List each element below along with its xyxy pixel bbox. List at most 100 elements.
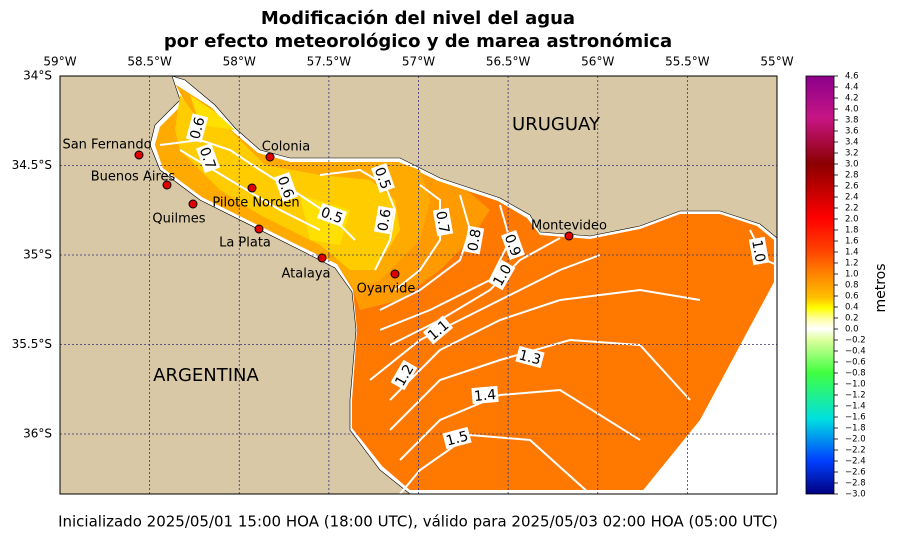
- contour-label-bg: [501, 230, 525, 260]
- colorbar-tick-label: 0.6: [845, 292, 859, 302]
- contour-label: 1.0: [748, 236, 770, 266]
- place-label: La Plata: [219, 236, 271, 251]
- colorbar-tick-label: 2.4: [845, 193, 859, 203]
- colorbar-tick-label: 0.2: [845, 314, 859, 324]
- colorbar-tick-label: −1.0: [845, 380, 866, 390]
- lat-tick-label: 35.5°S: [12, 337, 52, 351]
- contour-label-bg: [390, 359, 418, 391]
- lon-tick-label: 55.5°W: [665, 55, 710, 69]
- colorbar-tick-label: −1.8: [845, 424, 866, 434]
- place-label: Oyarvide: [357, 282, 416, 297]
- colorbar-tick-label: −1.2: [845, 391, 866, 401]
- contour-label: 0.5: [317, 203, 347, 228]
- lon-tick-label: 58.5°W: [127, 55, 172, 69]
- colorbar-tick-label: −2.2: [845, 446, 866, 456]
- contour-label-text: 1.0: [748, 239, 768, 264]
- contour-label-bg: [432, 207, 454, 237]
- colorbar-tick-label: −2.0: [845, 435, 866, 445]
- lat-tick-label: 35°S: [23, 248, 52, 262]
- colorbar-tick-label: 3.4: [845, 138, 859, 148]
- place-marker: [188, 199, 198, 209]
- colorbar-tick-label: 1.8: [845, 226, 859, 236]
- contour-label-text: 0.5: [318, 205, 344, 228]
- colorbar-tick-label: 1.2: [845, 259, 859, 269]
- contour-label-bg: [371, 163, 395, 193]
- lat-tick-label: 34°S: [23, 69, 52, 83]
- colorbar-tick-label: 2.2: [845, 204, 859, 214]
- map: [60, 76, 777, 494]
- colorbar-tick-label: 1.4: [845, 248, 859, 258]
- no-data: [640, 280, 777, 494]
- lat-tick-label: 34.5°S: [12, 158, 52, 172]
- colorbar-tick-label: −0.2: [845, 336, 866, 346]
- contour-label-bg: [442, 426, 472, 450]
- contour-label: 0.8: [463, 225, 485, 255]
- lon-tick-label: 55°W: [760, 55, 793, 69]
- contour-label: 0.6: [274, 172, 298, 202]
- contour-label: 1.5: [442, 426, 472, 450]
- region-label: URUGUAY: [512, 114, 601, 135]
- contour-label-text: 0.5: [371, 165, 394, 191]
- contour-label: 0.9: [501, 230, 525, 260]
- contour-label-text: 0.6: [187, 115, 208, 141]
- water-level-zone: [190, 95, 350, 245]
- place-label: Quilmes: [152, 212, 205, 227]
- contour-label-bg: [373, 205, 395, 235]
- colorbar-tick-label: 0.0: [845, 325, 859, 335]
- colorbar-tick-label: −0.4: [845, 347, 866, 357]
- contour-lines: [159, 138, 777, 494]
- colorbar-tick-label: 2.0: [845, 215, 859, 225]
- contour-label-text: 0.8: [465, 228, 485, 253]
- colorbar-tick-label: 0.4: [845, 303, 859, 313]
- colorbar-label: metros: [873, 263, 889, 312]
- colorbar-tick-label: 3.8: [845, 116, 859, 126]
- place-marker: [134, 150, 144, 160]
- colorbar-tick-label: −3.0: [845, 490, 866, 500]
- colorbar-tick-label: 3.6: [845, 127, 859, 137]
- contour-label-bg: [463, 225, 485, 255]
- contour-label-bg: [274, 172, 298, 202]
- colorbar: [805, 75, 835, 495]
- place-marker: [162, 180, 172, 190]
- colorbar-tick-label: 3.0: [845, 160, 859, 170]
- colorbar-tick-label: 1.0: [845, 270, 859, 280]
- contour-label-text: 0.9: [501, 232, 524, 258]
- contour-label-text: 1.3: [517, 347, 543, 368]
- contour-label: 0.7: [432, 207, 454, 237]
- colorbar-tick-label: 3.2: [845, 149, 859, 159]
- contour-label: 0.6: [185, 113, 209, 143]
- place-label: Pilote Norden: [212, 196, 299, 211]
- place-label: Buenos Aires: [91, 170, 176, 185]
- contour-label-text: 1.4: [473, 387, 497, 405]
- lon-tick-label: 59°W: [43, 55, 76, 69]
- colorbar-tick-label: 4.2: [845, 94, 859, 104]
- colorbar-tick-label: −2.8: [845, 479, 866, 489]
- contour-label: 0.5: [371, 163, 395, 193]
- contour-label-bg: [196, 143, 220, 173]
- contour-label: 1.3: [515, 345, 545, 369]
- lon-tick-label: 56.5°W: [486, 55, 531, 69]
- colorbar-tick-label: 2.6: [845, 182, 859, 192]
- place-label: Montevideo: [531, 219, 607, 234]
- lat-tick-label: 36°S: [23, 427, 52, 441]
- lon-tick-label: 56°W: [581, 55, 614, 69]
- contour-label-bg: [515, 345, 545, 369]
- contour-label-bg: [471, 385, 499, 405]
- place-marker: [254, 224, 264, 234]
- contour-label: 1.4: [471, 385, 499, 405]
- colorbar-tick-label: 4.0: [845, 105, 859, 115]
- contour-label-bg: [317, 203, 347, 227]
- lon-tick-label: 57°W: [402, 55, 435, 69]
- title: por efecto meteorológico y de marea astr…: [164, 31, 672, 52]
- contour-label-bg: [488, 259, 516, 291]
- contour-label-text: 0.6: [274, 174, 297, 200]
- colorbar-tick-label: −1.4: [845, 402, 866, 412]
- grid: [60, 76, 777, 494]
- place-marker: [390, 269, 400, 279]
- colorbar-tick-label: 1.6: [845, 237, 859, 247]
- contour-label-text: 1.5: [444, 428, 470, 449]
- place-marker: [247, 183, 257, 193]
- contour-label-bg: [422, 315, 454, 345]
